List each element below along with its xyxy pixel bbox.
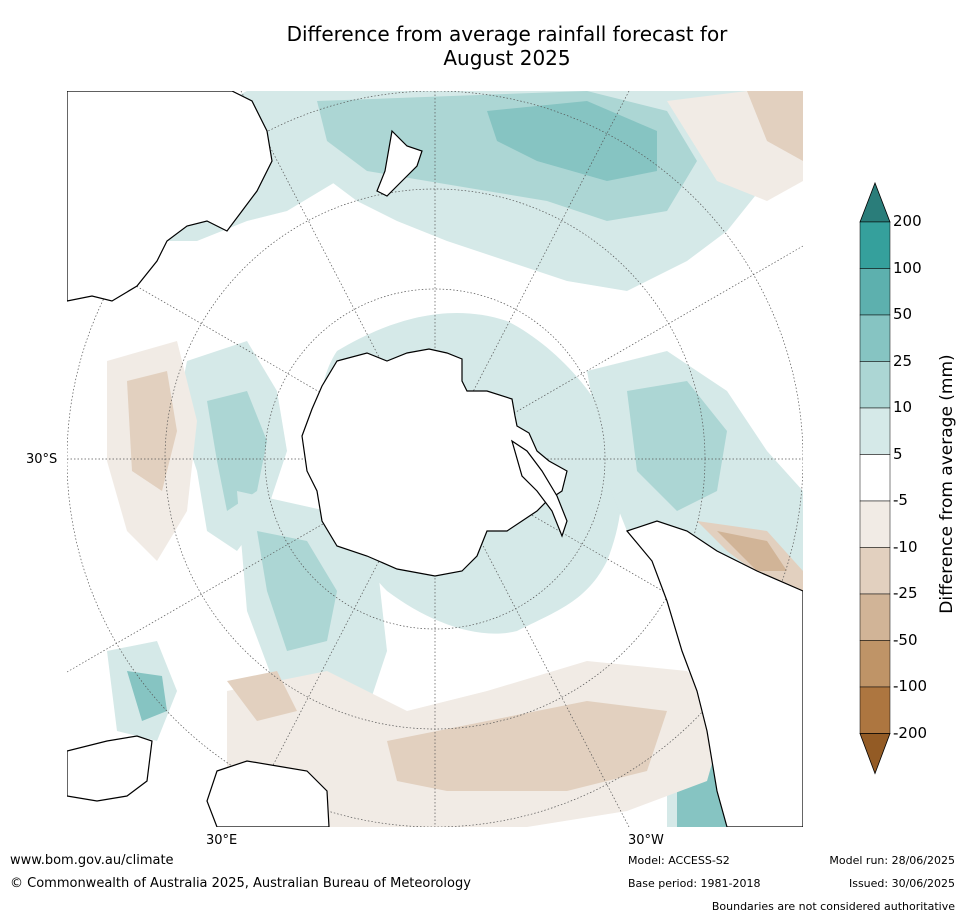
title-line-1: Difference from average rainfall forecas… xyxy=(286,22,728,46)
colorbar-title: Difference from average (mm) xyxy=(937,354,957,614)
colorbar-tick-label: -200 xyxy=(893,723,928,742)
dry-region-south-core xyxy=(387,701,667,791)
colorbar-segment xyxy=(859,593,891,641)
footer-website[interactable]: www.bom.gov.au/climate xyxy=(10,853,174,868)
colorbar-segment xyxy=(859,314,891,362)
colorbar-extend-top xyxy=(859,181,891,223)
antarctic-peninsula xyxy=(510,439,568,538)
latitude-label-30s: 30°S xyxy=(26,452,58,467)
dry-region-drake-passage-core xyxy=(717,531,787,571)
dry-region-west-ocean-core xyxy=(127,371,177,491)
colorbar-segment xyxy=(859,407,891,455)
south-america-coastline xyxy=(625,520,803,827)
colorbar-tick-label: -5 xyxy=(893,491,908,509)
colorbar-segment xyxy=(859,454,891,502)
footer-model-run: Model run: 28/06/2025 xyxy=(829,854,955,867)
title-line-2: August 2025 xyxy=(443,46,571,70)
colorbar-segment xyxy=(859,686,891,734)
colorbar-segment xyxy=(859,221,891,269)
madagascar-coastline xyxy=(206,760,330,827)
colorbar-segment xyxy=(859,361,891,409)
colorbar-tick-label: 25 xyxy=(893,351,913,370)
colorbar-tick-label: -100 xyxy=(893,677,928,695)
longitude-label-30e: 30°E xyxy=(206,833,238,848)
colorbar-segment xyxy=(859,640,891,688)
colorbar-tick-label: -10 xyxy=(893,537,918,556)
colorbar xyxy=(859,181,891,775)
footer-model: Model: ACCESS-S2 xyxy=(628,854,730,867)
dry-region-south-west xyxy=(227,671,297,721)
africa-coastline xyxy=(67,735,153,802)
dry-region-northeast-core xyxy=(747,91,803,161)
footer-base-period: Base period: 1981-2018 xyxy=(628,877,761,890)
wet-region-south-islands-core xyxy=(127,671,167,721)
colorbar-tick-label: -50 xyxy=(893,630,918,649)
antarctica-coastline xyxy=(301,348,568,577)
wet-region-southwest-core xyxy=(257,531,337,651)
colorbar-tick-label: -25 xyxy=(893,584,918,602)
colorbar-tick-label: 200 xyxy=(893,212,922,230)
colorbar-tick-label: 5 xyxy=(893,444,903,463)
colorbar-tick-label: 100 xyxy=(893,258,922,277)
footer-disclaimer: Boundaries are not considered authoritat… xyxy=(711,900,955,913)
colorbar-segment xyxy=(859,500,891,548)
map-title: Difference from average rainfall forecas… xyxy=(0,22,965,70)
colorbar-tick-label: 50 xyxy=(893,305,913,323)
australia-coastline xyxy=(67,91,273,302)
footer-issued: Issued: 30/06/2025 xyxy=(848,877,955,890)
wet-region-west-core xyxy=(207,391,267,511)
longitude-label-30w: 30°W xyxy=(628,833,664,848)
latitude-circle-60s xyxy=(264,288,606,630)
meridian-30w-north xyxy=(462,91,630,412)
wet-region-east-core xyxy=(627,381,727,511)
new-zealand-coastline xyxy=(376,129,423,197)
colorbar-segment xyxy=(859,268,891,316)
meridian-60w-north xyxy=(482,245,803,432)
wet-region-north-inner xyxy=(487,101,657,181)
meridian-60w xyxy=(482,486,803,673)
colorbar-tick-label: 10 xyxy=(893,398,913,416)
colorbar-extend-bottom xyxy=(859,733,891,775)
meridian-30w xyxy=(462,506,630,827)
colorbar-segment xyxy=(859,547,891,595)
rainfall-anomaly-map[interactable] xyxy=(67,91,803,827)
footer-copyright: © Commonwealth of Australia 2025, Austra… xyxy=(10,876,471,891)
